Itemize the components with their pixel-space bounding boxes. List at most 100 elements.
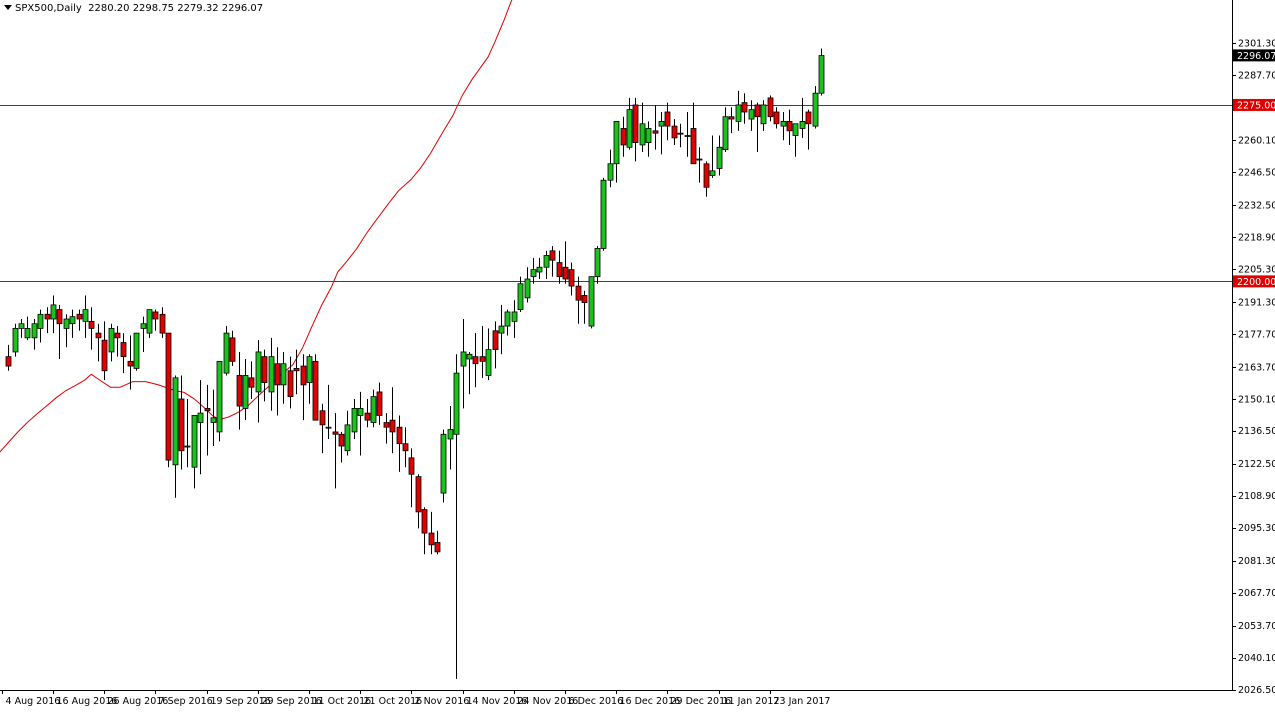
candle-bear[interactable] [741,102,748,113]
candle-bear[interactable] [159,313,166,334]
candle-bull[interactable] [818,55,825,94]
candle-bull[interactable] [37,313,44,329]
candle-bull[interactable] [242,375,249,409]
candle-bull[interactable] [357,407,364,416]
candle-bull[interactable] [626,109,633,148]
candle-bear[interactable] [805,111,812,125]
candle-bear[interactable] [152,311,159,320]
candle-bull[interactable] [31,323,38,339]
candle-bear[interactable] [562,266,569,280]
candle-bull[interactable] [108,328,115,353]
candle-bear[interactable] [261,356,268,383]
candle-bull[interactable] [504,311,511,327]
candle-bear[interactable] [575,285,582,301]
candle-bear[interactable] [287,370,294,398]
candle-bull[interactable] [792,123,799,136]
candle-bear[interactable] [293,368,300,372]
candle-bull[interactable] [191,415,198,468]
candle-bear[interactable] [312,360,319,421]
candle-bear[interactable] [632,104,639,143]
candle-bear[interactable] [568,269,575,287]
candle-bear[interactable] [338,433,345,447]
candle-bear[interactable] [415,476,422,513]
candle-bull[interactable] [613,121,620,165]
candle-bear[interactable] [492,330,499,350]
candle-bear[interactable] [786,121,793,132]
candle-bull[interactable] [524,278,531,299]
candle-bear[interactable] [95,332,102,339]
candle-bear[interactable] [479,356,486,362]
candle-bear[interactable] [728,116,735,120]
candle-bear[interactable] [56,309,63,325]
candle-bear[interactable] [76,313,83,320]
candle-bear[interactable] [332,431,339,435]
candle-bear[interactable] [396,426,403,445]
candle-bull[interactable] [82,309,89,322]
candle-bull[interactable] [460,351,467,367]
candle-bull[interactable] [658,121,665,127]
candle-bear[interactable] [652,130,659,134]
candle-bear[interactable] [549,250,556,261]
candle-bear[interactable] [114,332,121,339]
candle-bull[interactable] [696,158,703,161]
candle-bull[interactable] [63,318,70,329]
candle-bear[interactable] [428,532,435,546]
candle-bull[interactable] [197,412,204,423]
candle-bull[interactable] [517,283,524,311]
candle-bull[interactable] [588,276,595,327]
candle-bear[interactable] [300,365,307,386]
candle-bull[interactable] [69,316,76,325]
candle-bear[interactable] [620,128,627,146]
candle-bull[interactable] [709,170,716,176]
candle-bull[interactable] [440,433,447,494]
candle-bull[interactable] [24,328,31,339]
candle-bull[interactable] [216,360,223,433]
candle-bear[interactable] [434,542,441,553]
candle-bear[interactable] [236,375,243,407]
candle-bull[interactable] [812,92,819,127]
candle-bear[interactable] [127,360,134,367]
candle-bear[interactable] [402,443,409,452]
candle-bull[interactable] [306,356,313,383]
candle-bear[interactable] [178,398,185,452]
candle-bear[interactable] [364,412,371,421]
candle-bull[interactable] [607,163,614,181]
candle-bear[interactable] [274,363,281,386]
candle-bull[interactable] [799,121,806,129]
candle-bull[interactable] [351,407,358,433]
candle-bull[interactable] [748,109,755,120]
candle-bear[interactable] [120,342,127,358]
candle-bull[interactable] [133,332,140,369]
candle-bull[interactable] [344,424,351,452]
candle-bear[interactable] [5,356,12,367]
candle-bull[interactable] [735,104,742,122]
candle-bull[interactable] [645,128,652,143]
candle-bull[interactable] [600,179,607,249]
candle-bear[interactable] [248,377,255,388]
candle-bear[interactable] [319,410,326,426]
candle-bull[interactable] [511,311,518,322]
candle-bear[interactable] [204,407,211,412]
candle-bear[interactable] [767,97,774,118]
candle-bear[interactable] [664,111,671,127]
candle-bear[interactable] [165,332,172,461]
candle-bear[interactable] [229,337,236,362]
candle-bear[interactable] [376,391,383,416]
candle-bear[interactable] [389,419,396,433]
candle-bull[interactable] [760,104,767,125]
candle-bull[interactable] [210,417,217,423]
candle-bear[interactable] [408,457,415,475]
candle-bull[interactable] [780,121,787,127]
candle-bull[interactable] [140,323,147,329]
candle-bull[interactable] [594,248,601,278]
candle-bull[interactable] [530,269,537,278]
candle-bull[interactable] [543,255,550,268]
candle-bear[interactable] [44,313,51,320]
candle-bull[interactable] [716,146,723,169]
candle-bull[interactable] [223,332,230,374]
candle-bull[interactable] [255,351,262,393]
candle-bear[interactable] [690,128,697,165]
candle-bull[interactable] [639,123,646,146]
